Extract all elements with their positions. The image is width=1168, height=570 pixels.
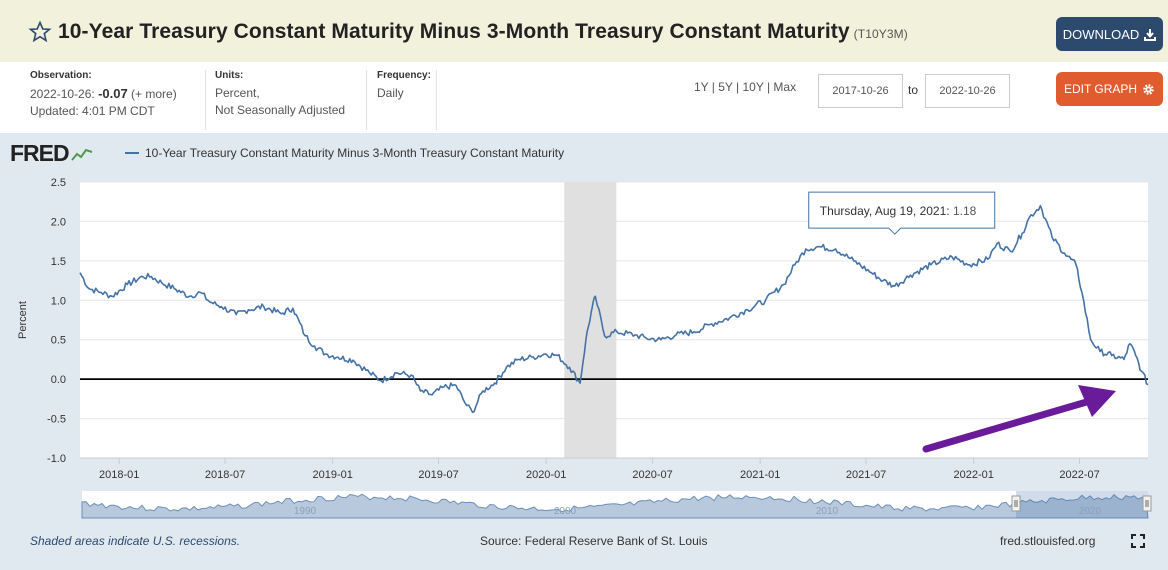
x-tick-label: 2021-01 bbox=[740, 469, 780, 481]
chart-svg[interactable]: 2.5 2.0 1.5 1.0 0.5 0.0 -0.5 -1.0 2018-01 2018-0… bbox=[0, 133, 1168, 570]
title-text: 10-Year Treasury Constant Maturity Minus… bbox=[58, 20, 850, 43]
chart-legend: 10-Year Treasury Constant Maturity Minus… bbox=[125, 146, 564, 160]
download-icon bbox=[1144, 28, 1157, 41]
tooltip-date: Thursday, Aug 19, 2021: bbox=[820, 204, 953, 218]
navigator-series bbox=[81, 493, 1149, 519]
star-icon[interactable] bbox=[28, 20, 52, 44]
frequency-block: Frequency: Daily bbox=[377, 70, 431, 102]
x-tick-label: 2020-07 bbox=[632, 469, 672, 481]
fred-logo-graph-icon bbox=[70, 148, 92, 161]
fullscreen-icon[interactable] bbox=[1131, 534, 1145, 548]
end-date-input[interactable]: 2022-10-26 bbox=[925, 74, 1010, 108]
annotation-arrow-shaft bbox=[922, 397, 1094, 453]
y-tick-label: 2.5 bbox=[51, 177, 66, 189]
page-title: 10-Year Treasury Constant Maturity Minus… bbox=[58, 20, 908, 44]
series-id: (T10Y3M) bbox=[853, 27, 908, 41]
divider bbox=[205, 70, 206, 130]
site-link[interactable]: fred.stlouisfed.org bbox=[1000, 534, 1096, 548]
legend-label: 10-Year Treasury Constant Maturity Minus… bbox=[145, 146, 565, 160]
x-tick-label: 2019-01 bbox=[312, 469, 352, 481]
units-label: Units: bbox=[215, 70, 244, 81]
units-line2: Not Seasonally Adjusted bbox=[215, 103, 346, 117]
divider bbox=[366, 70, 367, 130]
y-tick-label: 2.0 bbox=[51, 216, 66, 228]
title-bar: 10-Year Treasury Constant Maturity Minus… bbox=[0, 0, 1168, 62]
frequency-label: Frequency: bbox=[377, 70, 431, 81]
y-tick-label: 0.0 bbox=[51, 374, 66, 386]
x-tick-label: 2021-07 bbox=[846, 469, 886, 481]
x-tick-label: 2018-01 bbox=[99, 469, 139, 481]
range-selector[interactable]: 1Y | 5Y | 10Y | Max bbox=[694, 80, 797, 94]
observation-date: 2022-10-26: bbox=[30, 87, 95, 101]
fred-logo-text: FRED bbox=[10, 140, 70, 166]
download-label: DOWNLOAD bbox=[1062, 26, 1140, 42]
observation-line: 2022-10-26: -0.07 (+ more) bbox=[30, 85, 177, 103]
tooltip-box bbox=[808, 191, 996, 235]
divider bbox=[436, 70, 437, 130]
source-text: Source: Federal Reserve Bank of St. Loui… bbox=[480, 534, 708, 548]
y-tick-label: -0.5 bbox=[47, 414, 66, 426]
y-axis-label: Percent bbox=[17, 301, 29, 339]
date-to-label: to bbox=[908, 83, 919, 97]
y-tick-label: -1.0 bbox=[47, 453, 66, 465]
navigator-year-label: 2000 bbox=[554, 506, 577, 517]
x-tick-label: 2020-01 bbox=[526, 469, 566, 481]
edit-graph-label: EDIT GRAPH bbox=[1063, 82, 1138, 96]
units-line1: Percent, bbox=[215, 86, 260, 100]
start-date-input[interactable]: 2017-10-26 bbox=[818, 74, 903, 108]
observation-block: Observation: 2022-10-26: -0.07 (+ more) … bbox=[30, 70, 177, 120]
observation-value: -0.07 bbox=[98, 86, 128, 101]
navigator-handle[interactable] bbox=[1142, 495, 1152, 512]
y-tick-label: 0.5 bbox=[51, 335, 66, 347]
x-tick-label: 2022-01 bbox=[954, 469, 994, 481]
frequency-value: Daily bbox=[377, 86, 404, 100]
fred-logo: FRED bbox=[10, 140, 93, 167]
annotation-arrow-head bbox=[1078, 385, 1116, 417]
observation-more-link[interactable]: (+ more) bbox=[131, 87, 177, 101]
navigator-year-label: 2010 bbox=[816, 506, 839, 517]
navigator-selection[interactable] bbox=[1016, 491, 1148, 518]
navigator-handle[interactable] bbox=[1011, 495, 1021, 512]
y-tick-label: 1.0 bbox=[51, 295, 66, 307]
legend-swatch bbox=[125, 152, 139, 154]
observation-label: Observation: bbox=[30, 70, 92, 81]
recession-note: Shaded areas indicate U.S. recessions. bbox=[30, 534, 241, 548]
x-tick-label: 2019-07 bbox=[418, 469, 458, 481]
navigator-year-label: 1990 bbox=[294, 506, 317, 517]
units-block: Units: Percent, Not Seasonally Adjusted bbox=[215, 70, 345, 119]
updated-text: Updated: 4:01 PM CDT bbox=[30, 104, 155, 118]
x-tick-label: 2018-07 bbox=[205, 469, 245, 481]
tooltip-value: 1.18 bbox=[953, 204, 977, 218]
tooltip-text: Thursday, Aug 19, 2021: 1.18 bbox=[820, 204, 977, 218]
y-tick-label: 1.5 bbox=[51, 256, 66, 268]
gear-icon bbox=[1143, 83, 1154, 95]
download-button[interactable]: DOWNLOAD bbox=[1056, 17, 1163, 51]
x-tick-label: 2022-07 bbox=[1059, 469, 1099, 481]
navigator-year-label: 2020 bbox=[1079, 506, 1102, 517]
edit-graph-button[interactable]: EDIT GRAPH bbox=[1056, 72, 1163, 106]
series-line[interactable] bbox=[79, 204, 1149, 414]
